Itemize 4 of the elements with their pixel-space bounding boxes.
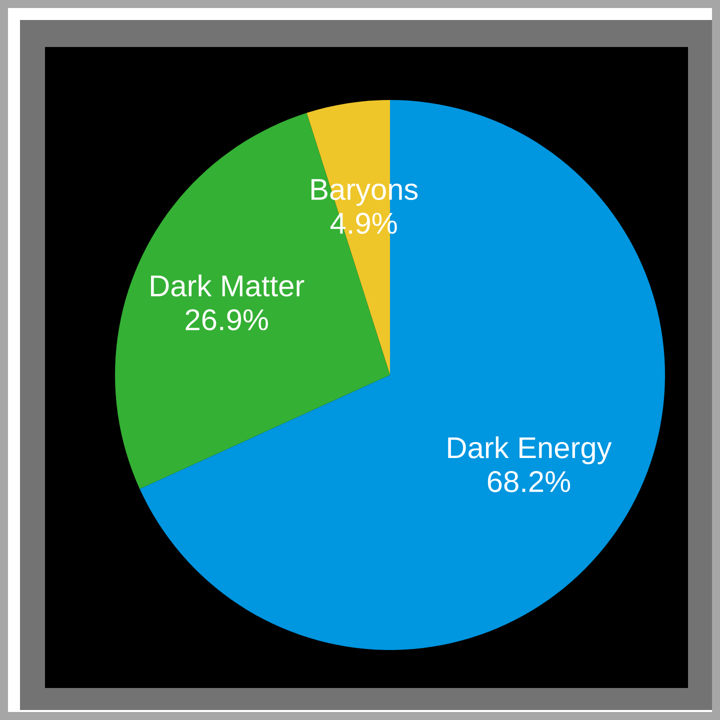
slice-label: Dark Energy [448, 436, 612, 464]
data-label: 68.2% [488, 471, 570, 492]
data-label: 26.9% [186, 309, 268, 330]
slice-label: Dark Matter [151, 274, 304, 297]
